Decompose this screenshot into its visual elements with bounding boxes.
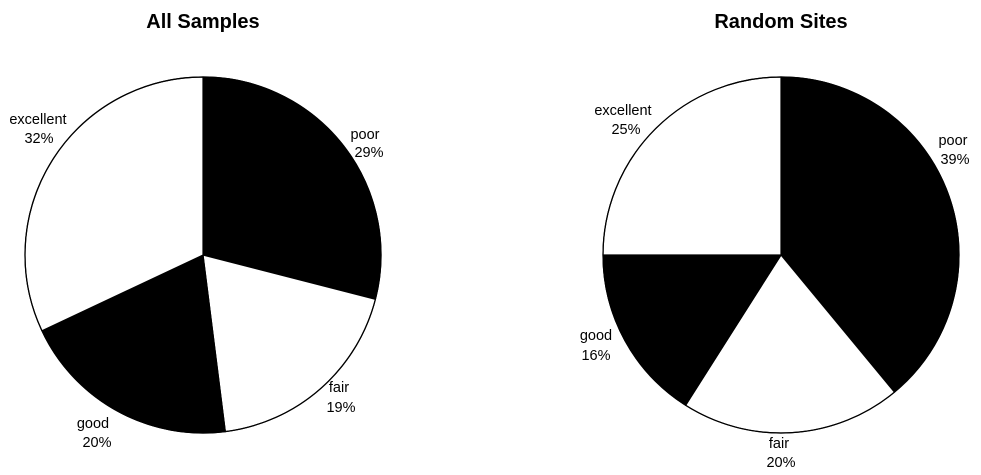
- chart-title: All Samples: [146, 11, 259, 33]
- slice-percent: 19%: [326, 400, 355, 416]
- slice-percent: 39%: [940, 152, 969, 168]
- slice-label-good: good 20%: [77, 416, 113, 451]
- slice-name: poor: [350, 127, 379, 143]
- slice-percent: 20%: [766, 455, 795, 471]
- slice-percent: 20%: [82, 435, 111, 451]
- pie-chart-random-sites: Random Sites poor 39% fair 20% good 16% …: [580, 11, 972, 471]
- chart-title: Random Sites: [714, 11, 847, 33]
- slice-label-excellent: excellent 25%: [594, 103, 655, 138]
- slice-name: good: [580, 328, 612, 344]
- slice-name: fair: [769, 436, 789, 452]
- pie-slices: [25, 77, 381, 433]
- slice-percent: 29%: [354, 145, 383, 161]
- slice-name: excellent: [594, 103, 651, 119]
- slice-label-poor: poor 29%: [350, 127, 383, 161]
- slice-label-fair: fair 19%: [326, 380, 355, 416]
- pie-chart-all-samples: All Samples poor 29% fair 19% good 20% e…: [9, 11, 383, 451]
- slice-name: excellent: [9, 112, 66, 128]
- slice-label-good: good 16%: [580, 328, 616, 364]
- slice-name: poor: [938, 133, 967, 149]
- slice-label-poor: poor 39%: [938, 133, 971, 168]
- slice-percent: 32%: [24, 131, 53, 147]
- pie-slices: [603, 77, 959, 433]
- slice-name: fair: [329, 380, 349, 396]
- slice-percent: 16%: [581, 348, 610, 364]
- slice-percent: 25%: [611, 122, 640, 138]
- slice-label-fair: fair 20%: [766, 436, 795, 471]
- slice-label-excellent: excellent 32%: [9, 112, 70, 147]
- slice-name: good: [77, 416, 109, 432]
